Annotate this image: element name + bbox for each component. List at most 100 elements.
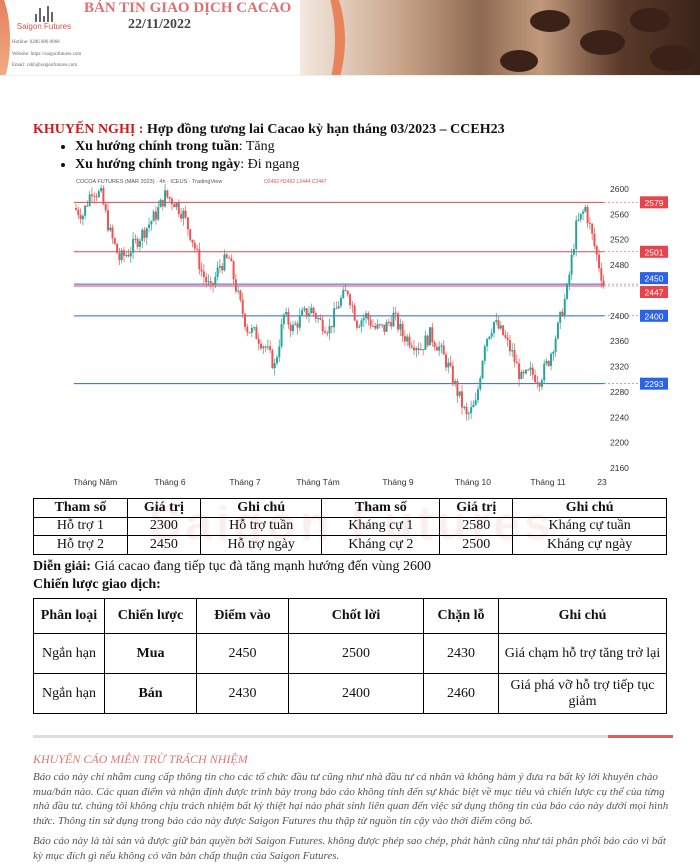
ohlc-readout: O2462 H2462 L2444 C2447: [264, 179, 327, 185]
candle-body: [410, 345, 413, 348]
candle-body: [205, 276, 208, 283]
candle-body: [198, 249, 201, 270]
level-badge-label: 2579: [645, 198, 664, 208]
candle-body: [77, 209, 80, 216]
email-link[interactable]: Email: cskh@saigonfutures.com: [12, 63, 78, 68]
price-chart: COCOA FUTURES (MAR 2023) · 4h · ICEUS · …: [74, 179, 668, 487]
candle-body: [371, 325, 374, 327]
candle-body: [367, 313, 370, 320]
candle-body: [122, 250, 125, 256]
candle-body: [287, 311, 290, 325]
candle-body: [239, 290, 242, 300]
candle-body: [127, 254, 130, 257]
candle-body: [401, 323, 404, 337]
candle-body: [282, 314, 285, 325]
candle-body: [433, 342, 436, 347]
candle-body: [374, 325, 377, 329]
candle-body: [298, 315, 301, 328]
candle-body: [221, 265, 224, 271]
candle-body: [378, 324, 381, 326]
candle-body: [472, 404, 475, 408]
candle-body: [394, 312, 397, 314]
candle-body: [563, 298, 566, 317]
candle-body: [193, 242, 196, 249]
candle-body: [538, 383, 541, 387]
candle-body: [358, 326, 361, 328]
candle-body: [476, 389, 479, 401]
candle-body: [269, 346, 272, 351]
candle-body: [456, 381, 459, 396]
x-tick-label: Tháng Năm: [74, 477, 117, 487]
candle-body: [518, 363, 521, 380]
candle-body: [209, 281, 212, 283]
candle-body: [244, 313, 247, 327]
candle-body: [196, 248, 199, 250]
candle-body: [390, 322, 393, 327]
candle-body: [502, 325, 505, 336]
candle-body: [241, 299, 244, 314]
candle-body: [305, 308, 308, 317]
table-row: Hỗ trợ 2 2450 Hỗ trợ ngày Kháng cự 2 2500 Khá…: [33, 535, 667, 555]
x-tick-label: Tháng 11: [530, 477, 566, 487]
divider: [33, 735, 673, 738]
candle-body: [492, 322, 495, 334]
candle-body: [86, 205, 89, 207]
candle-body: [326, 332, 329, 334]
logo-text: Saigon Futures: [16, 22, 72, 31]
website-link[interactable]: Website: https://saigonfutures.com: [12, 52, 82, 57]
y-tick-label: 2280: [610, 387, 629, 397]
candle-body: [365, 313, 368, 319]
candle-body: [175, 202, 178, 208]
candle-body: [285, 311, 288, 315]
candle-body: [106, 210, 109, 231]
candle-body: [216, 267, 219, 277]
candle-body: [449, 362, 452, 366]
candle-body: [307, 313, 310, 317]
col-header: Chiến lược: [104, 598, 197, 634]
level-badge: [640, 245, 668, 258]
disclaimer-title: KHUYẾN CÁO MIỄN TRỪ TRÁCH NHIỆM: [33, 752, 248, 766]
candle-body: [470, 407, 473, 414]
candle-body: [164, 190, 167, 207]
candle-body: [170, 198, 173, 205]
candle-body: [575, 220, 578, 250]
candle-body: [355, 320, 358, 328]
level-badge: [640, 196, 668, 209]
candle-body: [266, 346, 269, 348]
y-tick-label: 2320: [610, 362, 629, 372]
strategy-table: Phân loại Chiến lược Điểm vào Chốt lời C…: [33, 598, 667, 714]
candle-body: [556, 322, 559, 339]
candle-body: [200, 269, 203, 272]
candle-body: [88, 194, 91, 206]
level-badge: [640, 309, 668, 322]
candle-body: [273, 363, 276, 369]
candle-body: [440, 345, 443, 347]
candle-body: [166, 190, 169, 198]
candle-body: [460, 391, 463, 408]
candle-body: [317, 317, 320, 319]
candle-body: [511, 350, 514, 352]
candle-body: [303, 308, 306, 311]
level-badge-label: 2293: [645, 379, 664, 389]
candle-body: [383, 324, 386, 332]
candle-body: [125, 254, 128, 256]
candle-body: [344, 289, 347, 291]
candle-body: [479, 378, 482, 390]
candle-body: [429, 327, 432, 346]
candle-body: [207, 281, 210, 283]
candle-body: [81, 215, 84, 220]
level-badge-label: 2501: [645, 247, 664, 257]
candle-body: [184, 210, 187, 218]
candle-body: [212, 282, 215, 286]
candle-body: [301, 310, 304, 316]
candle-body: [586, 206, 589, 224]
weekly-trend: Xu hướng chính trong tuần: Tăng: [75, 138, 673, 156]
candle-body: [540, 380, 543, 387]
candle-body: [454, 381, 457, 385]
candle-body: [568, 274, 571, 285]
candle-body: [264, 346, 267, 348]
candle-body: [312, 307, 315, 314]
candle-body: [223, 254, 226, 271]
col-header: Giá trị: [126, 498, 201, 518]
candle-body: [506, 337, 509, 340]
